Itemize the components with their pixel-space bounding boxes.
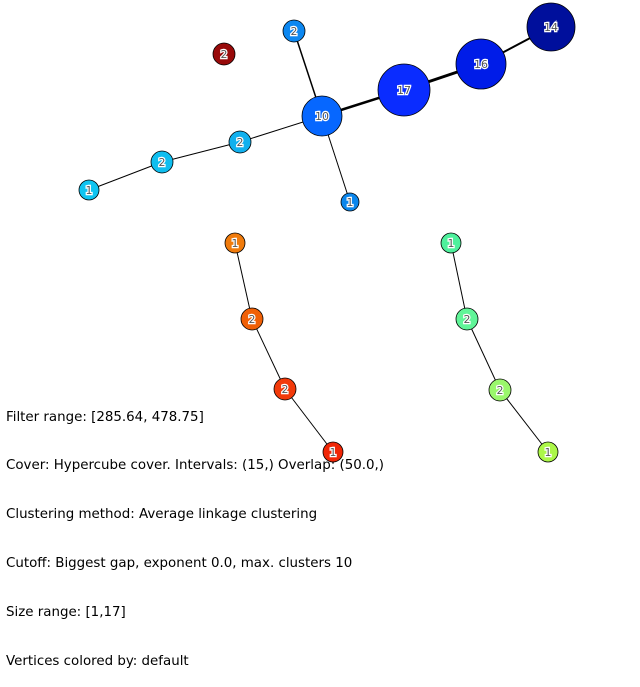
mapper-graph: 14 16 17 10 2 1 2 2 1 2 1 2 2 1 1 2 2 1 [78, 2, 576, 463]
graph-node[interactable]: 1 [78, 179, 100, 201]
node-circle[interactable] [488, 378, 512, 402]
node-size-label: 17 [397, 84, 411, 97]
graph-edge [284, 388, 334, 453]
node-circle[interactable] [440, 232, 462, 254]
node-size-label: 2 [497, 384, 504, 397]
graph-node[interactable]: 2 [212, 42, 236, 66]
node-circle[interactable] [537, 441, 559, 463]
node-circle[interactable] [377, 63, 431, 117]
graph-edge [251, 318, 286, 390]
node-circle[interactable] [150, 150, 174, 174]
cutoff-text: Cutoff: Biggest gap, exponent 0.0, max. … [6, 556, 353, 572]
graph-edge [234, 242, 253, 320]
graph-node[interactable]: 1 [322, 441, 344, 463]
node-circle[interactable] [455, 307, 479, 331]
graph-node[interactable]: 2 [455, 307, 479, 331]
node-size-label: 2 [282, 383, 289, 396]
graph-edge [499, 389, 549, 453]
node-circle[interactable] [212, 42, 236, 66]
graph-edge [466, 318, 501, 391]
graph-node[interactable]: 2 [228, 130, 252, 154]
node-circle[interactable] [301, 95, 343, 137]
clustering-method-text: Clustering method: Average linkage clust… [6, 507, 318, 523]
graph-node[interactable]: 1 [224, 232, 246, 254]
node-size-label: 10 [315, 110, 329, 123]
node-size-label: 1 [347, 196, 354, 209]
node-circle[interactable] [282, 19, 306, 43]
node-circle[interactable] [273, 377, 297, 401]
node-circle[interactable] [240, 307, 264, 331]
node-circle[interactable] [78, 179, 100, 201]
node-size-label: 1 [545, 446, 552, 459]
graph-node[interactable]: 2 [240, 307, 264, 331]
vertices-colored-text: Vertices colored by: default [6, 654, 189, 670]
node-size-label: 1 [86, 184, 93, 197]
filter-range-text: Filter range: [285.64, 478.75] [6, 409, 204, 425]
node-size-label: 2 [464, 313, 471, 326]
graph-edge [161, 141, 241, 163]
graph-node[interactable]: 10 [301, 95, 343, 137]
graph-edge [88, 161, 163, 191]
node-size-label: 1 [330, 446, 337, 459]
cover-text: Cover: Hypercube cover. Intervals: (15,)… [6, 458, 384, 474]
graph-node[interactable]: 2 [488, 378, 512, 402]
graph-node[interactable]: 2 [273, 377, 297, 401]
graph-node[interactable]: 1 [340, 192, 360, 212]
graph-node[interactable]: 2 [150, 150, 174, 174]
node-size-label: 1 [232, 237, 239, 250]
size-range-text: Size range: [1,17] [6, 605, 126, 621]
graph-node[interactable]: 1 [440, 232, 462, 254]
graph-nodes: 14 16 17 10 2 1 2 2 1 2 1 2 2 1 1 2 2 1 [78, 2, 576, 463]
node-size-label: 1 [448, 237, 455, 250]
graph-node[interactable]: 1 [537, 441, 559, 463]
node-size-label: 14 [544, 21, 558, 34]
node-size-label: 2 [291, 25, 298, 38]
node-circle[interactable] [340, 192, 360, 212]
node-circle[interactable] [322, 441, 344, 463]
node-circle[interactable] [526, 2, 576, 52]
node-size-label: 2 [159, 156, 166, 169]
node-circle[interactable] [224, 232, 246, 254]
graph-edge [450, 242, 468, 320]
mapper-info-panel: Filter range: [285.64, 478.75] Cover: Hy… [6, 377, 384, 687]
node-size-label: 2 [221, 48, 228, 61]
graph-node[interactable]: 16 [455, 38, 507, 90]
node-circle[interactable] [455, 38, 507, 90]
node-size-label: 2 [237, 136, 244, 149]
node-size-label: 16 [474, 58, 488, 71]
graph-node[interactable]: 2 [282, 19, 306, 43]
graph-node[interactable]: 14 [526, 2, 576, 52]
node-size-label: 2 [249, 313, 256, 326]
graph-node[interactable]: 17 [377, 63, 431, 117]
node-circle[interactable] [228, 130, 252, 154]
